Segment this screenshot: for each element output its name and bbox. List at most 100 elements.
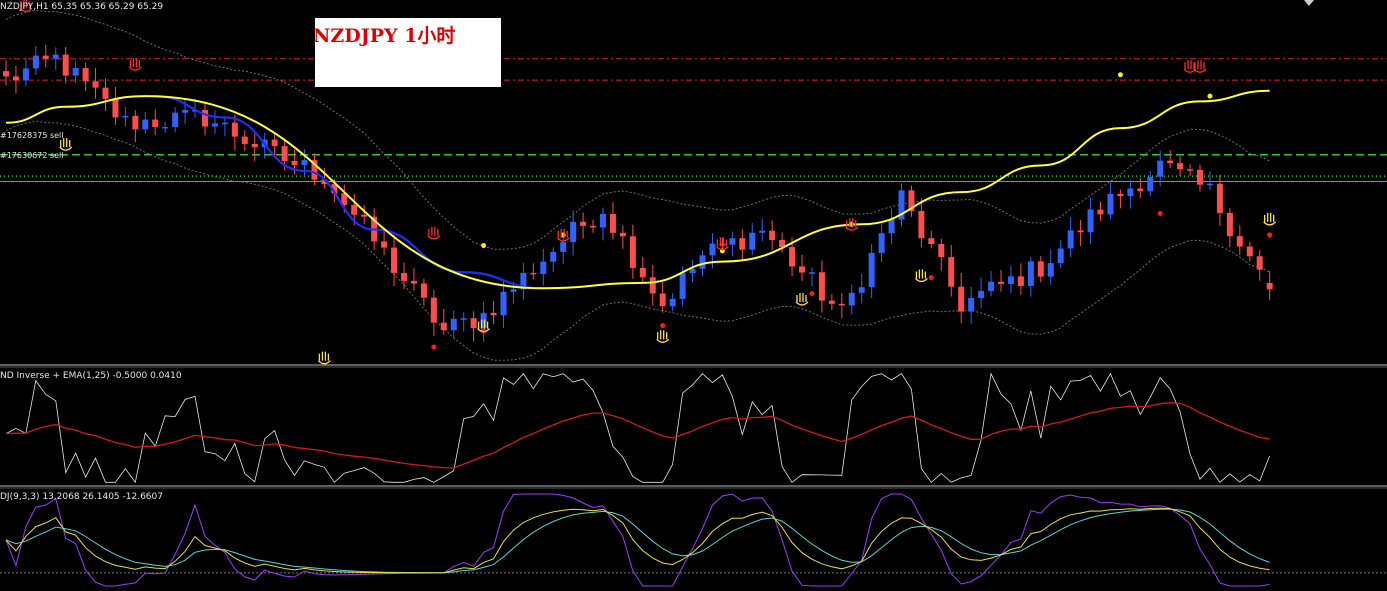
candle-body: [22, 68, 29, 81]
chart-shift-marker-icon: [1304, 0, 1314, 6]
candle-body: [1177, 163, 1184, 170]
candle-body: [211, 123, 218, 127]
kdj-j-line: [5, 493, 1270, 587]
buy-hand-icon: [1263, 212, 1277, 226]
chart-title-note: NZDJPY 1小时: [313, 18, 501, 87]
candle-body: [450, 318, 457, 331]
candle-body: [998, 281, 1004, 284]
candle-body: [988, 281, 995, 291]
candle-body: [789, 247, 796, 267]
candle-body: [510, 289, 517, 292]
kdj-k-line: [5, 507, 1270, 574]
signal-dot: [809, 291, 815, 297]
sell-hand-icon: [845, 218, 859, 231]
candle-body: [938, 244, 945, 258]
candle-body: [391, 247, 398, 273]
candle-body: [908, 190, 915, 211]
signal-dot: [481, 243, 487, 249]
candle-body: [1007, 276, 1014, 284]
candle-body: [669, 298, 676, 307]
candle-body: [1087, 209, 1094, 233]
candle-body: [918, 210, 925, 239]
candle-body: [311, 160, 318, 180]
signal-dot: [431, 344, 437, 350]
candle-body: [92, 81, 99, 88]
candle-body: [331, 184, 338, 194]
candle-body: [32, 55, 39, 69]
candle-body: [271, 139, 278, 147]
candle-body: [659, 293, 666, 307]
candle-body: [3, 71, 9, 77]
candle-body: [1137, 188, 1144, 192]
candle-body: [1226, 212, 1233, 237]
candle-body: [948, 257, 955, 287]
candle-body: [739, 238, 746, 250]
blue-moving-average: [155, 94, 544, 290]
candle-body: [52, 54, 59, 59]
candle-body: [251, 143, 258, 148]
candle-body: [709, 243, 716, 256]
buy-hand-icon: [59, 138, 73, 151]
candle-body: [162, 126, 169, 129]
candle-body: [72, 68, 79, 76]
candle-body: [679, 273, 686, 299]
candle-body: [769, 230, 776, 240]
signal-dot: [1117, 72, 1123, 78]
candle-body: [1256, 256, 1263, 270]
candle-body: [490, 312, 497, 316]
candle-body: [420, 283, 427, 298]
candle-body: [1197, 169, 1203, 185]
candle-body: [858, 287, 865, 293]
candle-body: [968, 297, 975, 312]
candle-body: [808, 272, 815, 274]
order-line-label-1: #17628375 sell: [0, 131, 64, 140]
candle-body: [430, 297, 437, 323]
candle-body: [1236, 236, 1243, 247]
candle-body: [520, 272, 527, 290]
candle-body: [1266, 282, 1273, 290]
candle-body: [1167, 160, 1174, 164]
candle-body: [1187, 169, 1194, 171]
candle-body: [1147, 176, 1154, 192]
sell-hand-icon: [1193, 60, 1207, 73]
sell-hand-icon: [556, 228, 570, 242]
buy-hand-icon: [914, 269, 928, 283]
candle-body: [381, 241, 388, 248]
candle-body: [580, 221, 587, 226]
candle-body: [1157, 160, 1164, 177]
candle-body: [1206, 183, 1213, 186]
candle-body: [341, 193, 348, 205]
candle-body: [112, 98, 119, 118]
candle-body: [928, 238, 935, 245]
candle-body: [42, 55, 49, 59]
sell-hand-icon: [19, 0, 33, 12]
candle-body: [1216, 183, 1223, 213]
candle-body: [609, 214, 616, 233]
candle-body: [530, 272, 537, 275]
candle-body: [231, 122, 238, 137]
yellow-moving-average: [5, 89, 1270, 290]
candle-body: [978, 290, 985, 298]
buy-hand-icon: [477, 319, 491, 333]
candle-body: [719, 243, 726, 246]
candle-body: [779, 239, 786, 248]
main-pane-label: NZDJPY,H1 65.35 65.36 65.29 65.29: [0, 2, 164, 12]
candle-body: [898, 190, 905, 220]
candle-body: [629, 236, 636, 268]
buy-hand-icon: [656, 330, 670, 343]
candle-body: [1097, 209, 1104, 215]
candle-body: [470, 318, 477, 329]
candle-body: [818, 272, 825, 301]
indicator-pane-1-label: ND Inverse + EMA(1,25) -0.5000 0.0410: [0, 371, 182, 381]
candle-body: [142, 119, 149, 130]
candle-body: [132, 115, 139, 130]
candle-body: [82, 68, 89, 82]
candle-body: [590, 225, 597, 228]
candle-body: [62, 54, 69, 76]
candle-body: [361, 214, 368, 217]
candle-body: [878, 233, 885, 253]
lower-envelope: [5, 120, 1270, 361]
candle-body: [649, 277, 656, 294]
